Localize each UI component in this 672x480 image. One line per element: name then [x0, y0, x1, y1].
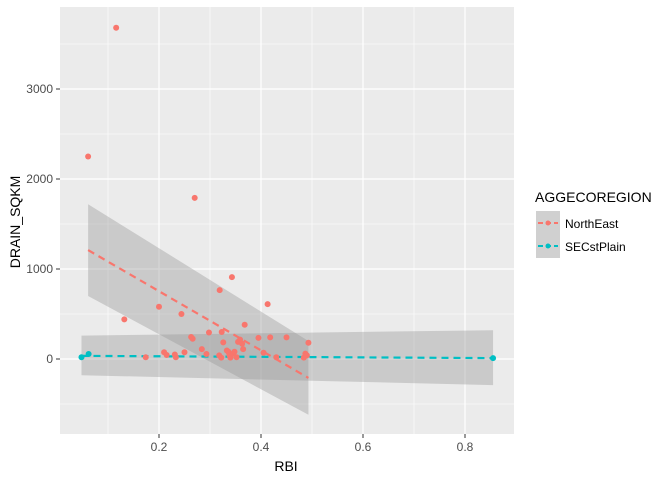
data-point-northeast — [198, 346, 205, 353]
data-point-northeast — [303, 352, 310, 359]
data-point-northeast — [231, 348, 238, 355]
data-point-northeast — [121, 316, 128, 323]
axes: 0.2 0.4 0.6 0.8 0 1000 2000 3000 — [26, 82, 473, 454]
y-axis-title: DRAIN_SQKM — [7, 176, 23, 269]
data-point-northeast — [163, 351, 170, 358]
legend-label-northeast: NorthEast — [565, 217, 619, 231]
legend-label-secstplain: SECstPlain — [565, 240, 626, 254]
data-point-northeast — [172, 354, 179, 361]
x-tick-label: 0.8 — [457, 440, 474, 454]
data-point-northeast — [189, 335, 196, 342]
legend: AGGECOREGION NorthEast SECstPlain — [535, 189, 652, 258]
fit-line-secstplain — [81, 354, 494, 360]
data-point-northeast — [233, 354, 240, 361]
data-point-northeast — [181, 349, 188, 356]
data-point-northeast — [239, 340, 246, 347]
legend-key-dot-secstplain — [545, 243, 551, 249]
data-point-northeast — [255, 334, 262, 341]
data-point-northeast — [205, 329, 212, 336]
legend-item-secstplain: SECstPlain — [538, 240, 626, 254]
x-axis-title: RBI — [274, 458, 297, 474]
y-tick-label: 1000 — [26, 262, 53, 276]
data-point-secstplain — [78, 354, 85, 361]
data-point-secstplain — [85, 351, 92, 358]
data-point-northeast — [85, 153, 92, 160]
data-point-northeast — [273, 354, 280, 361]
data-point-northeast — [218, 354, 225, 361]
legend-key-dot-northeast — [545, 220, 551, 226]
data-point-northeast — [203, 351, 210, 358]
data-point-secstplain — [490, 355, 497, 362]
fit-line-northeast — [87, 249, 309, 379]
y-tick-label: 3000 — [26, 82, 53, 96]
data-point-northeast — [142, 354, 149, 361]
y-tick-label: 0 — [46, 352, 53, 366]
x-tick-label: 0.6 — [355, 440, 372, 454]
fit-lines — [81, 249, 494, 379]
legend-key-background — [536, 211, 560, 258]
data-point-northeast — [305, 339, 312, 346]
data-point-northeast — [156, 303, 162, 310]
data-point-northeast — [228, 274, 235, 281]
x-tick-label: 0.4 — [253, 440, 270, 454]
plot-panel — [60, 7, 514, 434]
data-point-northeast — [113, 24, 120, 31]
data-point-northeast — [260, 349, 267, 356]
y-tick-label: 2000 — [26, 172, 53, 186]
data-point-northeast — [216, 287, 223, 294]
panel-background — [60, 7, 514, 434]
data-point-northeast — [191, 194, 198, 201]
data-point-northeast — [218, 329, 225, 335]
x-tick-label: 0.2 — [151, 440, 168, 454]
data-point-northeast — [241, 321, 248, 328]
data-point-northeast — [264, 301, 271, 308]
legend-title: AGGECOREGION — [535, 189, 652, 205]
data-points — [78, 24, 497, 362]
confidence-band-northeast — [88, 204, 309, 415]
data-point-northeast — [220, 339, 227, 346]
data-point-northeast — [178, 311, 185, 317]
legend-item-northeast: NorthEast — [538, 217, 619, 231]
data-point-northeast — [267, 334, 274, 341]
data-point-northeast — [240, 346, 247, 353]
data-point-northeast — [283, 334, 290, 341]
